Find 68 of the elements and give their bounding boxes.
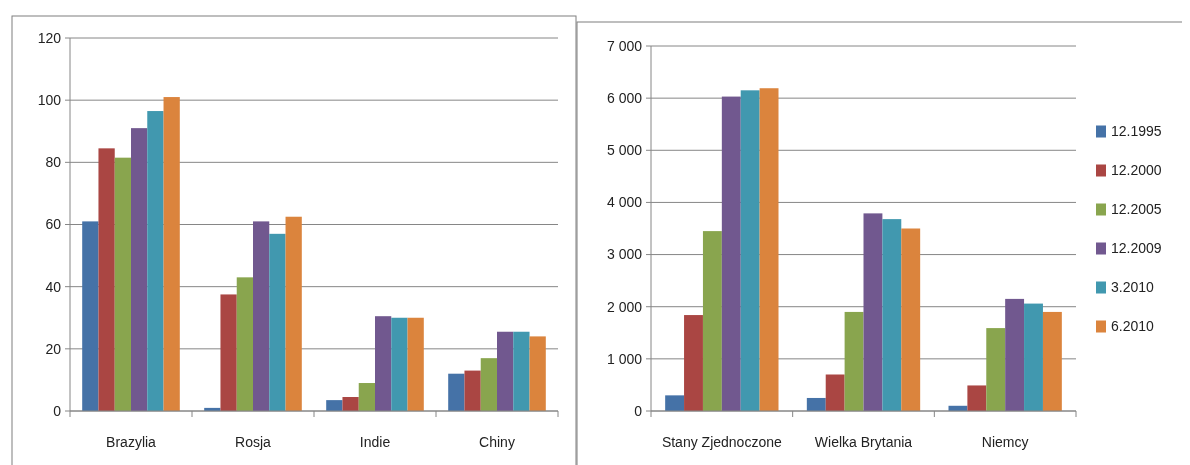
y-tick-label: 100 [37, 92, 62, 109]
bar [407, 317, 424, 411]
bar [253, 221, 270, 411]
bar [269, 233, 286, 411]
bar [1024, 303, 1043, 411]
bar [863, 213, 883, 411]
legend-label: 12.2005 [1111, 201, 1162, 218]
bar [721, 96, 741, 411]
x-tick-label: Niemcy [981, 434, 1029, 450]
y-tick-label: 7 000 [606, 37, 643, 54]
bar [131, 128, 148, 411]
y-tick-label: 120 [37, 29, 62, 46]
bar [684, 315, 703, 411]
y-tick-label: 0 [53, 402, 62, 419]
bar [147, 111, 164, 411]
bar [220, 294, 237, 411]
x-tick-label: Stany Zjednoczone [661, 434, 782, 450]
legend-label: 3.2010 [1111, 279, 1155, 296]
y-tick-label: 2 000 [606, 298, 643, 315]
y-tick-label: 20 [45, 340, 62, 357]
bar [464, 370, 481, 411]
y-tick-label: 40 [45, 278, 62, 295]
y-tick-label: 1 000 [606, 350, 643, 367]
bar [326, 400, 343, 411]
bar [375, 316, 392, 411]
x-tick-label: Indie [359, 434, 391, 450]
y-tick-label: 0 [634, 402, 643, 419]
x-tick-label: Brazylia [106, 434, 157, 450]
bar [236, 277, 253, 411]
bar [882, 219, 902, 411]
bar [448, 373, 465, 411]
bar [702, 231, 722, 411]
bar [986, 328, 1006, 411]
legend-label: 12.1995 [1111, 123, 1162, 140]
legend-label: 6.2010 [1111, 318, 1155, 335]
x-tick-label: Rosja [235, 434, 272, 450]
y-tick-label: 5 000 [606, 142, 643, 159]
x-tick-label: Wielka Brytania [814, 434, 913, 450]
bar [358, 383, 375, 411]
bar [114, 157, 131, 411]
y-tick-label: 60 [45, 216, 62, 233]
bar [1042, 311, 1062, 411]
bar [967, 385, 987, 411]
bar [901, 228, 921, 411]
bar [391, 317, 408, 411]
y-tick-label: 4 000 [606, 194, 643, 211]
bar [806, 397, 826, 411]
y-tick-label: 80 [45, 154, 62, 171]
bar [844, 311, 864, 411]
legend-label: 12.2000 [1111, 162, 1162, 179]
bar [825, 374, 845, 411]
bar [285, 216, 302, 411]
bar [665, 395, 685, 411]
bar [82, 221, 99, 411]
bar [513, 331, 530, 411]
bar [759, 88, 779, 411]
bar [529, 336, 546, 411]
y-tick-label: 3 000 [606, 246, 643, 263]
bar [98, 148, 115, 411]
bar [1005, 298, 1025, 411]
bar [342, 397, 359, 411]
bar [497, 331, 514, 411]
legend-label: 12.2009 [1111, 240, 1162, 257]
bar [740, 90, 760, 411]
bar [163, 97, 180, 411]
y-tick-label: 6 000 [606, 90, 643, 107]
bar [480, 358, 497, 411]
x-tick-label: Chiny [479, 434, 515, 450]
